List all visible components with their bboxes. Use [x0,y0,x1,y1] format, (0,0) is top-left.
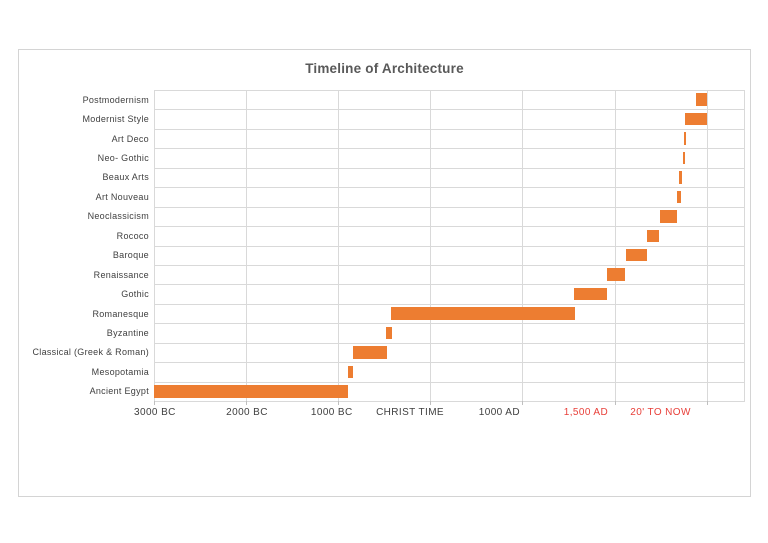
axis-tick [338,401,340,405]
h-gridline [154,90,745,91]
axis-tick [246,401,248,405]
v-gridline [706,90,708,401]
y-category-label: Beaux Arts [102,172,149,183]
y-category-label: Art Deco [111,133,149,144]
h-gridline [154,362,745,364]
bar [626,248,647,262]
x-tick-label: CHRIST TIME [376,407,444,418]
h-gridline [154,109,745,111]
y-category-label: Art Nouveau [95,191,149,202]
bar [386,326,392,340]
axis-tick [154,401,155,405]
y-category-label: Neoclassicism [87,211,149,222]
y-category-label: Neo- Gothic [97,153,149,164]
axis-tick [522,401,524,405]
x-axis-labels: 3000 BC 2000 BC 1000 BC CHRIST TIME 1000 AD 1… [134,407,745,423]
y-category-label: Postmodernism [82,94,149,105]
h-gridline [154,245,745,247]
bar [154,385,349,398]
h-gridline [154,284,745,286]
x-tick-label: 1000 BC [310,407,353,418]
y-category-label: Modernist Style [82,114,149,125]
bar [646,229,659,243]
h-gridline [154,323,745,325]
bar [696,93,707,106]
axis-tick [614,401,616,405]
bar [348,365,353,379]
bar [682,151,686,165]
h-gridline [154,381,745,383]
x-tick-label: 2000 BC [226,407,268,418]
axis-tick [706,401,708,405]
x-tick-label: 3000 BC [134,407,176,418]
y-category-label: Rococo [116,230,149,241]
x-tick-label: 1000 AD [478,407,520,418]
y-category-label: Baroque [112,250,149,261]
h-gridline [154,206,745,208]
chart-title: Timeline of Architecture [305,61,464,76]
v-gridline [246,90,248,401]
chart-panel: Timeline of Architecture Postmodernism Mo… [18,49,751,497]
y-category-label: Romanesque [92,308,149,319]
h-gridline [154,128,745,130]
axis-tick [430,401,432,405]
y-category-label: Gothic [121,289,149,300]
x-tick-label: 1,500 AD [563,407,609,418]
bar [573,287,608,301]
h-gridline [154,148,745,150]
h-gridline [154,264,745,266]
h-gridline [154,342,745,344]
plot-area [154,90,745,402]
v-gridline [522,90,524,401]
bar [607,268,625,281]
y-category-label: Renaissance [93,269,149,280]
y-axis-labels: Postmodernism Modernist Style Art Deco Neo-… [19,90,149,401]
bar [685,112,707,126]
bar [390,307,575,320]
y-category-label: Byzantine [106,327,149,338]
v-gridline [338,90,340,401]
bar [684,132,687,145]
y-category-label: Ancient Egypt [89,386,149,397]
v-gridline [154,90,155,401]
bar [678,171,682,184]
y-category-label: Mesopotamia [91,366,149,377]
bar [352,346,387,359]
h-gridline [154,401,745,402]
h-gridline [154,167,745,169]
v-gridline [614,90,616,401]
bar [677,190,681,204]
h-gridline [154,226,745,228]
x-tick-label: 20' TO NOW [630,407,691,418]
v-gridline [430,90,432,401]
h-gridline [154,187,745,189]
bar [659,210,678,223]
y-category-label: Classical (Greek & Roman) [32,347,149,358]
h-gridline [154,303,745,305]
